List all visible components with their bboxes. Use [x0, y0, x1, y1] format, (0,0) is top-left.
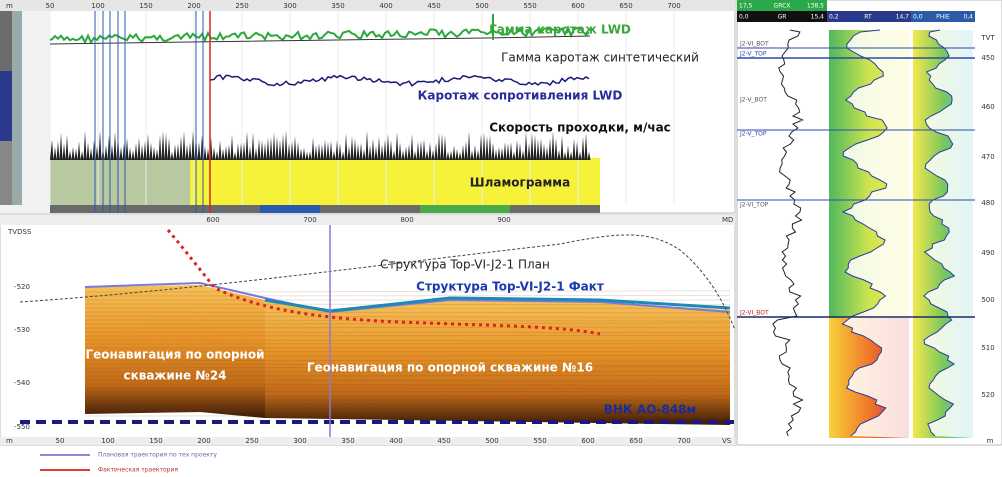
x-tick-label: 200 [197, 437, 210, 445]
x-tick-label: 500 [475, 2, 488, 10]
x-tick-label: 50 [46, 2, 55, 10]
x-tick-label: 450 [437, 437, 450, 445]
x-tick-label: 100 [101, 437, 114, 445]
depth-tick-label: 470 [981, 153, 994, 161]
x-tick-label: 300 [283, 2, 296, 10]
interval-bar [260, 205, 320, 213]
depth-tick-label: 500 [981, 296, 994, 304]
layer [85, 295, 730, 296]
header-min: 0,0 [913, 14, 923, 21]
x-tick-label: 350 [331, 2, 344, 10]
x-tick-label: 150 [139, 2, 152, 10]
x-tick-label: 100 [91, 2, 104, 10]
header-min: 0,0 [739, 14, 749, 21]
x-tick-label: 250 [235, 2, 248, 10]
legend-text: Фактическая траектория [98, 467, 178, 474]
marker-label: J2-VI_BOT [739, 310, 769, 317]
section-label: Геонавигация по опорной [86, 348, 265, 362]
md-label: MD [722, 216, 733, 224]
layer [85, 332, 730, 333]
y-tick-label: -550 [14, 423, 30, 431]
x-tick-label: 300 [293, 437, 306, 445]
x-tick-label: 700 [677, 437, 690, 445]
marker-label: J2-VI_BOT [739, 41, 769, 48]
md-tick-label: 600 [206, 216, 219, 224]
x-tick-label: 600 [581, 437, 594, 445]
x-tick-label: 650 [619, 2, 632, 10]
axis-unit: m [987, 437, 994, 445]
header-strip [12, 11, 22, 205]
marker-label: J2-V_TOP [739, 51, 767, 58]
header-name: GR [778, 14, 787, 21]
x-tick-label: 400 [389, 437, 402, 445]
curve-label: Скорость проходки, м/час [489, 121, 671, 135]
x-tick-label: 400 [379, 2, 392, 10]
x-tick-label: 550 [533, 437, 546, 445]
depth-label: TVDSS [7, 228, 32, 236]
layer [85, 335, 730, 336]
header-name: GRCX [774, 3, 791, 10]
y-tick-label: -540 [14, 379, 30, 387]
header-min: 17,5 [739, 3, 753, 10]
x-tick-label: 500 [485, 437, 498, 445]
header-max: 14,7 [896, 14, 910, 21]
x-tick-label: 650 [629, 437, 642, 445]
x-tick-label: 450 [427, 2, 440, 10]
curve-label: Шламограмма [470, 176, 570, 190]
header-strip [0, 141, 12, 205]
x-tick-label: 250 [245, 437, 258, 445]
section-label: Геонавигация по опорной скважине №16 [307, 361, 593, 375]
depth-tick-label: 450 [981, 54, 994, 62]
axis-unit: m [6, 2, 13, 10]
depth-tick-label: 490 [981, 249, 994, 257]
legend-text: Плановая траектория по тех проекту [98, 452, 217, 459]
owc-label: ВНК АО-848м [604, 403, 697, 417]
curve-label: Гамма каротаж LWD [489, 23, 631, 37]
axis-unit: m [6, 437, 13, 445]
depth-tick-label: 520 [981, 391, 994, 399]
structure-label: Структура Top-VI-J2-1 План [380, 258, 550, 272]
interval-bar [50, 205, 600, 213]
depth-tick-label: 480 [981, 199, 994, 207]
axis-bar [0, 215, 735, 225]
md-tick-label: 800 [400, 216, 413, 224]
x-tick-label: 600 [571, 2, 584, 10]
layer [85, 400, 730, 401]
header-name: RT [864, 14, 872, 21]
curve-label: Каротаж сопротивления LWD [418, 89, 623, 103]
marker-label: J2-V_TOP [739, 131, 767, 138]
header-name: PHIE [936, 14, 950, 21]
cuttings-early [50, 158, 190, 205]
header-strip [0, 71, 12, 141]
structure-label: Структура Top-VI-J2-1 Факт [416, 280, 604, 294]
header-strip [0, 11, 12, 71]
marker-label: J2-VI_TOP [739, 202, 769, 209]
header-max: 15,4 [811, 14, 825, 21]
y-tick-label: -530 [14, 326, 30, 334]
md-tick-label: 900 [497, 216, 510, 224]
header-max: 138,5 [807, 3, 824, 10]
x-tick-label: 200 [187, 2, 200, 10]
x-tick-label: 700 [667, 2, 680, 10]
marker-label: J2-V_BOT [739, 97, 767, 104]
x-label: VS [722, 437, 732, 445]
interval-bar [420, 205, 510, 213]
section-label: скважине №24 [123, 369, 226, 383]
depth-tick-label: 460 [981, 103, 994, 111]
depth-tick-label: 510 [981, 344, 994, 352]
curve-label: Гамма каротаж синтетический [501, 51, 699, 65]
x-tick-label: 50 [56, 437, 65, 445]
y-tick-label: -520 [14, 283, 30, 291]
depth-label: TVT [980, 34, 995, 42]
screen: m 50 100 150 200 250 300 350 400 450 500 550 600 650… [0, 0, 1002, 477]
x-tick-label: 550 [523, 2, 536, 10]
header-max: 0,4 [963, 14, 973, 21]
header-min: 0,2 [829, 14, 839, 21]
x-tick-label: 350 [341, 437, 354, 445]
md-tick-label: 700 [303, 216, 316, 224]
x-tick-label: 150 [149, 437, 162, 445]
